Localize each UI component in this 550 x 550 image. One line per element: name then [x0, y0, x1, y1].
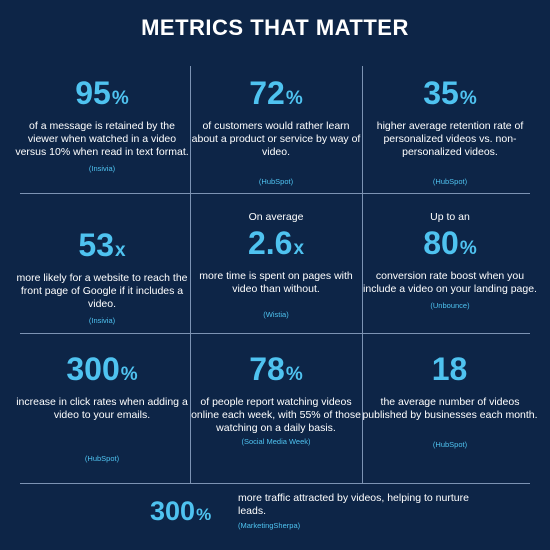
stat-cell: 300% increase in click rates when adding… [14, 352, 190, 463]
stat-value: 300% [66, 351, 138, 387]
stat-value: 35% [423, 75, 477, 111]
stat-source: (Wistia) [263, 310, 289, 319]
stat-source: (HubSpot) [432, 440, 468, 449]
stat-value: 53x [78, 227, 126, 263]
stat-description: of customers would rather learn about a … [191, 120, 361, 158]
stat-source: (Insivia) [88, 316, 116, 325]
stat-prefix: On average [248, 211, 304, 223]
stat-source: (HubSpot) [258, 177, 294, 186]
stat-description: of a message is retained by the viewer w… [15, 120, 189, 158]
stat-description: of people report watching videos online … [191, 396, 361, 434]
stat-source: (Insivia) [88, 164, 116, 173]
stat-cell: Up to an 80% conversion rate boost when … [362, 210, 538, 310]
grid-divider-vertical [362, 66, 363, 483]
stat-description: conversion rate boost when you include a… [363, 270, 537, 295]
stat-value: 72% [249, 75, 303, 111]
stat-description: more time is spent on pages with video t… [199, 270, 353, 295]
stat-cell: On average 2.6x more time is spent on pa… [188, 210, 364, 319]
stat-source: (Unbounce) [430, 301, 470, 310]
stat-description: higher average retention rate of persona… [376, 120, 524, 158]
grid-divider-horizontal [20, 333, 530, 334]
grid-divider-vertical [190, 66, 191, 483]
stat-source: (HubSpot) [84, 454, 120, 463]
bottom-stat-value: 300% [150, 496, 212, 526]
stat-cell: 53x more likely for a website to reach t… [14, 228, 190, 325]
stat-value: 95% [75, 75, 129, 111]
stat-value: 80% [423, 225, 477, 261]
stat-cell: 95% of a message is retained by the view… [14, 76, 190, 173]
stat-cell: 18 the average number of videos publishe… [362, 352, 538, 449]
grid-divider-horizontal [20, 483, 530, 484]
stat-value: 2.6x [247, 225, 305, 261]
stat-value: 78% [249, 351, 303, 387]
stat-source: (Social Media Week) [241, 437, 311, 446]
stat-description: increase in click rates when adding a vi… [16, 396, 188, 421]
stat-cell: 72% of customers would rather learn abou… [188, 76, 364, 186]
stat-description: more likely for a website to reach the f… [16, 272, 188, 310]
stat-source: (HubSpot) [432, 177, 468, 186]
stat-cell: 78% of people report watching videos onl… [188, 352, 364, 446]
stat-prefix: Up to an [430, 211, 470, 223]
stat-description: the average number of videos published b… [362, 396, 538, 421]
stat-cell: 35% higher average retention rate of per… [362, 76, 538, 186]
page-title: METRICS THAT MATTER [141, 15, 409, 40]
bottom-stat-source: (MarketingSherpa) [238, 521, 301, 530]
bottom-stat-description: more traffic attracted by videos, helpin… [238, 492, 469, 517]
grid-divider-horizontal [20, 193, 530, 194]
stat-value: 18 [431, 351, 468, 387]
